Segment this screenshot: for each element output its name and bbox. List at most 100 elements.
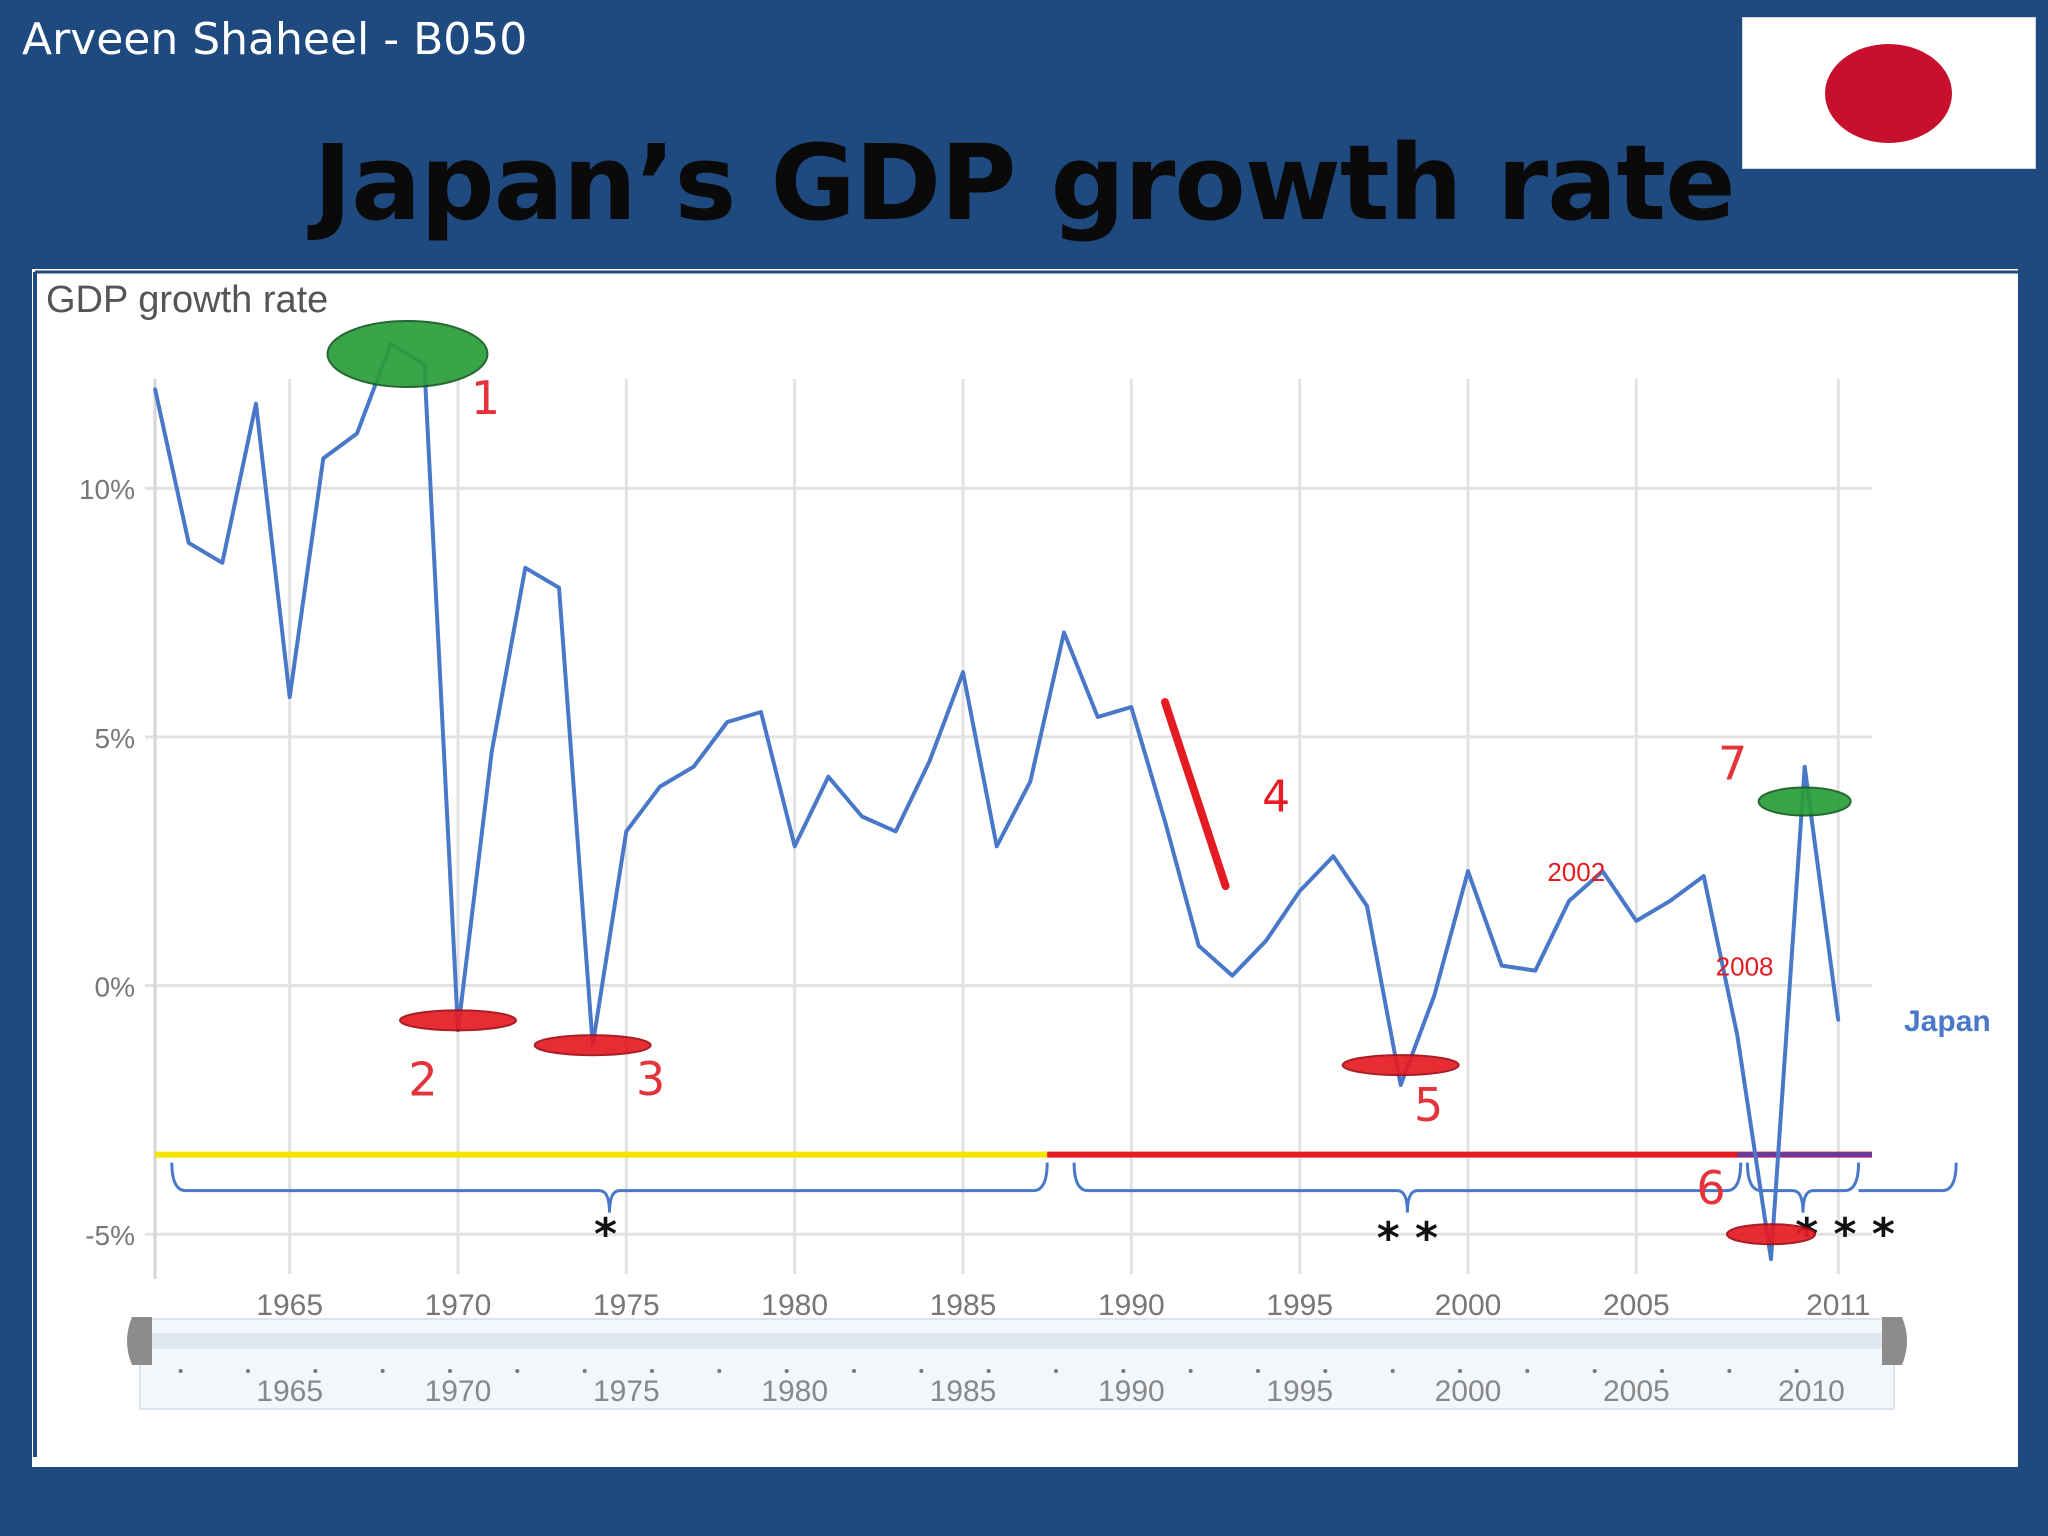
navigator-dot — [246, 1369, 250, 1373]
data-point — [254, 402, 258, 406]
navigator-dot — [313, 1369, 318, 1373]
navigator-dot — [380, 1369, 385, 1373]
x-tick-label: 1975 — [593, 1289, 660, 1322]
series-layer — [153, 342, 1841, 1262]
data-point — [1096, 715, 1100, 719]
data-point — [1601, 869, 1605, 873]
navigator-dot — [784, 1369, 789, 1373]
data-point — [793, 844, 797, 848]
navigator-tick-label: 1990 — [1098, 1375, 1165, 1408]
navigator-dot — [1323, 1369, 1328, 1373]
navigator-tick-label: 2000 — [1435, 1375, 1502, 1408]
navigator-bar — [140, 1333, 1894, 1349]
data-point — [1836, 1018, 1840, 1022]
data-point — [1028, 780, 1032, 784]
period-bracket-1 — [170, 1162, 1049, 1213]
navigator-dot — [1794, 1369, 1799, 1373]
navigator-dot — [515, 1369, 520, 1373]
data-point — [1062, 630, 1066, 634]
navigator-handle-right — [1882, 1317, 1907, 1365]
chart-title: GDP growth rate — [46, 279, 328, 321]
x-tick-label: 1965 — [256, 1289, 323, 1322]
data-point — [1298, 889, 1302, 893]
data-point — [1197, 944, 1201, 948]
x-tick-label: 1985 — [930, 1289, 997, 1322]
data-point — [1567, 899, 1571, 903]
data-point — [490, 750, 494, 754]
chart-axes: 1965 1970 1975 1980 1985 1990 1995 2000 2005 2011… — [79, 474, 1871, 1322]
navigator-tick-label: 1980 — [761, 1375, 828, 1408]
data-point — [1129, 705, 1133, 709]
data-point — [523, 566, 527, 570]
data-point — [1264, 939, 1268, 943]
data-point — [1500, 964, 1504, 968]
annotation-trough-2 — [399, 1009, 517, 1032]
navigator-tick-label: 2010 — [1778, 1375, 1845, 1408]
data-point — [1230, 974, 1234, 978]
data-point — [288, 695, 292, 699]
navigator-dot — [1525, 1369, 1530, 1373]
data-point — [1735, 1033, 1739, 1037]
annotation-label-6: 6 — [1696, 1161, 1725, 1215]
x-tick-label: 2005 — [1603, 1289, 1670, 1322]
data-point — [1803, 765, 1807, 769]
x-tick-label: 1980 — [761, 1289, 828, 1322]
data-point — [826, 775, 830, 779]
period-marker-1: * — [594, 1209, 617, 1260]
data-point — [1432, 993, 1436, 997]
data-point — [961, 670, 965, 674]
navigator-dot — [1121, 1369, 1126, 1373]
navigator-dot — [1054, 1369, 1058, 1373]
chart-annotations: 1 2 3 4 5 6 7 2002 2008 — [326, 319, 1852, 1246]
x-tick-label: 1990 — [1098, 1289, 1165, 1322]
navigator-dot — [582, 1369, 587, 1373]
slide-title: Japan’s GDP growth rate — [313, 122, 1735, 244]
data-point — [187, 541, 191, 545]
annotation-label-7: 7 — [1718, 737, 1747, 791]
chart-panel: GDP growth rate * * * * * * 1 2 3 4 5 6 7 2002 200… — [32, 269, 2018, 1467]
annotation-label-1: 1 — [471, 371, 500, 425]
y-tick-label: -5% — [85, 1220, 135, 1251]
navigator-handle-left — [127, 1317, 152, 1365]
y-tick-label: 10% — [79, 474, 135, 505]
navigator-tick-label: 1970 — [425, 1375, 492, 1408]
navigator-dot — [1660, 1369, 1664, 1373]
navigator-dot — [1458, 1369, 1462, 1373]
annotation-decline-line — [1161, 698, 1230, 891]
time-navigator[interactable]: 1965 1970 1975 1980 1985 1990 1995 2000 2005 2010 — [127, 1317, 1907, 1410]
data-point — [894, 829, 898, 833]
navigator-dot — [717, 1369, 722, 1373]
navigator-dot — [1592, 1369, 1597, 1373]
annotation-trough-6 — [1726, 1223, 1816, 1246]
y-tick-label: 5% — [95, 723, 135, 754]
flag-disc — [1825, 44, 1952, 143]
data-point — [1365, 904, 1369, 908]
data-point — [153, 387, 157, 391]
data-point — [1163, 819, 1167, 823]
data-point — [624, 829, 628, 833]
annotation-label-2: 2 — [408, 1052, 437, 1106]
annotation-peak-7 — [1757, 786, 1852, 817]
navigator-tick-label: 1995 — [1266, 1375, 1333, 1408]
navigator-dot — [852, 1369, 856, 1373]
navigator-dot — [178, 1369, 183, 1373]
data-point — [220, 561, 224, 565]
data-point — [355, 432, 359, 436]
data-point — [321, 456, 325, 460]
data-point — [1634, 919, 1638, 923]
data-point — [725, 720, 729, 724]
navigator-dot — [986, 1369, 991, 1373]
data-point — [759, 710, 763, 714]
annotation-peak-1 — [326, 319, 489, 388]
x-tick-label: 1970 — [425, 1289, 492, 1322]
navigator-dot — [919, 1369, 924, 1373]
data-point — [860, 814, 864, 818]
data-point — [995, 844, 999, 848]
period-bracket-4 — [1858, 1162, 1958, 1193]
annotation-note-2008: 2008 — [1716, 952, 1774, 982]
navigator-dot — [650, 1369, 654, 1373]
navigator-dot — [1188, 1369, 1193, 1373]
data-point — [692, 765, 696, 769]
navigator-tick-label: 1975 — [593, 1375, 660, 1408]
data-point — [1533, 969, 1537, 973]
